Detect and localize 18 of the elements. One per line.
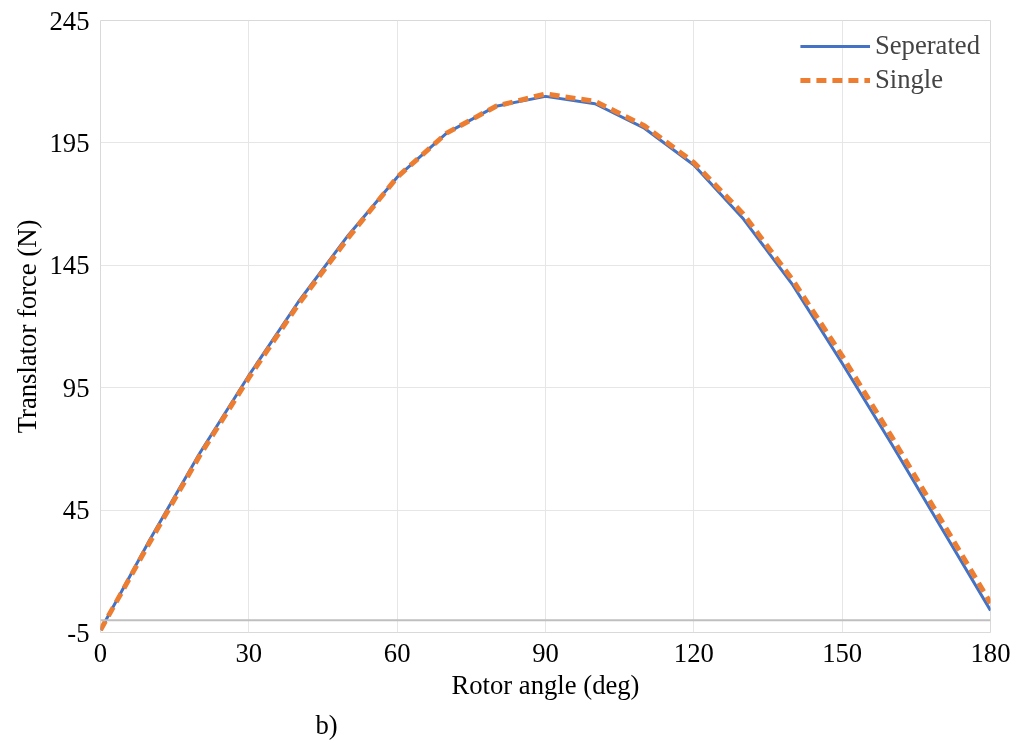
x-tick-label: 60 xyxy=(383,637,411,668)
text: b) xyxy=(315,709,338,740)
y-axis-title: Translator force (N) xyxy=(11,219,42,434)
x-axis-title: Rotor angle (deg) xyxy=(451,669,640,700)
y-tick-label: 145 xyxy=(49,250,90,281)
x-tick-label: 150 xyxy=(822,637,863,668)
legend-label: Single xyxy=(874,64,944,95)
y-tick-label: 45 xyxy=(62,495,90,526)
legend-label: Seperated xyxy=(874,30,980,61)
x-tick-label: 0 xyxy=(93,637,108,668)
y-tick-label: -5 xyxy=(67,617,90,648)
x-tick-label: 30 xyxy=(235,637,263,668)
y-tick-label: 195 xyxy=(49,127,90,158)
x-tick-label: 180 xyxy=(970,637,1011,668)
y-tick-label: 95 xyxy=(62,372,90,403)
x-tick-label: 90 xyxy=(532,637,559,668)
x-tick-label: 120 xyxy=(673,637,714,668)
y-tick-label: 245 xyxy=(49,5,90,36)
